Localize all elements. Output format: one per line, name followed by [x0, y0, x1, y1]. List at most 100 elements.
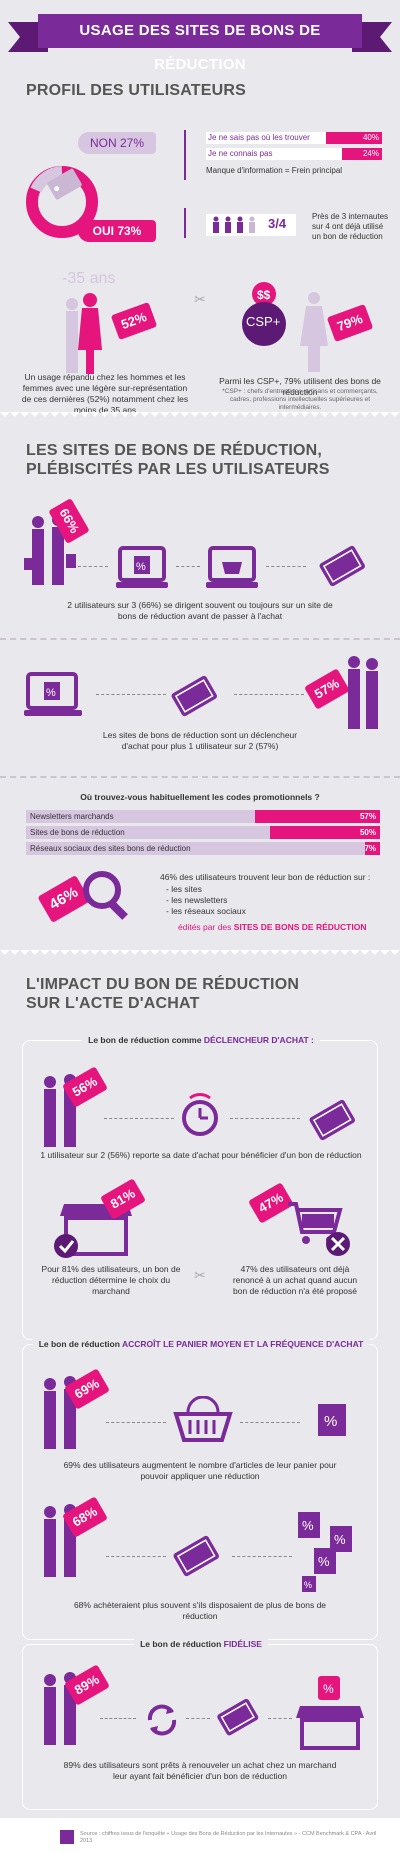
scissors-icon: ✂	[194, 1267, 206, 1283]
box-fidelise: Le bon de réduction FIDÉLISE	[22, 1639, 378, 1810]
codes-bar-fill	[254, 810, 380, 823]
box-title-b: FIDÉLISE	[223, 1639, 262, 1649]
box-title-b: DÉCLENCHEUR D'ACHAT :	[203, 1035, 314, 1045]
sites-text-66: 2 utilisateurs sur 3 (66%) se dirigent s…	[67, 600, 333, 621]
dashed-arrow	[78, 566, 108, 567]
credit-cards-icon	[319, 545, 365, 587]
dashed-arrow	[106, 1422, 166, 1423]
dashed-arrow	[268, 1718, 292, 1719]
sources-intro: 46% des utilisateurs trouvent leur bon d…	[160, 872, 371, 882]
dashed-arrow	[266, 566, 306, 567]
box-title: Le bon de réduction ACCROÎT LE PANIER MO…	[23, 1339, 379, 1349]
footer-logo	[60, 1830, 74, 1844]
reason-label: Je ne sais pas où les trouver	[208, 133, 310, 142]
reason-pct: 40%	[326, 132, 382, 144]
couple-shopping-icon	[348, 656, 378, 729]
ratio-value: 3/4	[268, 216, 287, 231]
percent-laptop-icon: %	[24, 672, 82, 716]
codes-bar-label: Sites de bons de réduction	[30, 828, 125, 837]
csp-label: CSP+	[246, 314, 281, 329]
dashed-divider	[0, 638, 400, 640]
scissors-icon: ✂	[194, 291, 206, 307]
reason-label: Je ne connais pas	[208, 149, 273, 158]
box-title: Le bon de réduction FIDÉLISE	[23, 1639, 379, 1649]
reason-pct: 24%	[342, 148, 382, 160]
tag-ring-icon	[26, 166, 98, 238]
reasons-note: Manque d'information = Frein principal	[206, 166, 343, 175]
ratio-text: Près de 3 internautes sur 4 ont déjà uti…	[312, 212, 389, 241]
bracket-line	[184, 208, 186, 238]
impact-title-line2: SUR L'ACTE D'ACHAT	[26, 995, 200, 1012]
text-69: 69% des utilisateurs augmentent le nombr…	[63, 1460, 337, 1481]
sites-title-line2: PLÉBISCITÉS PAR LES UTILISATEURS	[26, 461, 330, 478]
bracket-line	[184, 130, 186, 180]
dashed-arrow	[106, 1556, 166, 1557]
cart-cancel-icon	[288, 1202, 350, 1256]
svg-text:✂: ✂	[194, 1267, 206, 1283]
box-title-a: Le bon de réduction	[140, 1639, 222, 1649]
codes-bar-label: Newsletters marchands	[30, 812, 114, 821]
svg-text:✂: ✂	[194, 291, 206, 307]
percent-box-icon: %	[318, 1404, 346, 1436]
couple-silhouette-icon	[66, 293, 102, 374]
dashed-arrow	[100, 1718, 136, 1719]
magnifier-icon	[83, 871, 128, 920]
box-title: Le bon de réduction comme DÉCLENCHEUR D'…	[23, 1035, 379, 1045]
sites-title-line1: LES SITES DE BONS DE RÉDUCTION,	[26, 442, 323, 459]
codes-bar-pct: 7%	[364, 844, 376, 853]
stopwatch-icon	[182, 1093, 218, 1136]
codes-bar-label: Réseaux sociaux des sites bons de réduct…	[30, 844, 191, 853]
people-icon	[213, 216, 255, 233]
credit-cards-icon	[217, 1698, 259, 1736]
codes-question: Où trouvez-vous habituellement les codes…	[80, 792, 320, 802]
dashed-arrow	[186, 1718, 210, 1719]
text-47: 47% des utilisateurs ont déjà renoncé à …	[232, 1264, 358, 1296]
codes-bar-pct: 50%	[359, 828, 376, 837]
box-title-a: Le bon de réduction comme	[88, 1035, 202, 1045]
dashed-arrow	[96, 694, 166, 695]
sources-item: - les newsletters	[166, 895, 228, 905]
csp-text: Parmi les CSP+, 79% utilisent des bons d…	[219, 376, 381, 397]
edited-prefix: édités par des	[178, 922, 232, 932]
svg-text:%: %	[323, 1682, 334, 1696]
text-81: Pour 81% des utilisateurs, un bon de réd…	[41, 1264, 181, 1296]
sites-text-57: Les sites de bons de réduction sont un d…	[102, 730, 298, 751]
sources-item: - les réseaux sociaux	[166, 906, 246, 916]
svg-text:%: %	[318, 1554, 330, 1569]
basket-icon	[173, 1396, 233, 1442]
percent-laptop-icon: %	[116, 546, 168, 588]
shop-percent-icon: %	[296, 1676, 364, 1750]
svg-text:%: %	[136, 561, 146, 573]
age-label: -35 ans	[62, 270, 116, 287]
csp-head-icon: $$	[242, 282, 286, 346]
codes-bar-fill	[270, 826, 380, 839]
dashed-arrow	[230, 1118, 300, 1119]
zigzag-divider	[0, 412, 400, 422]
svg-text:%: %	[46, 687, 56, 699]
credit-cards-icon	[173, 1535, 219, 1577]
non-pill: NON 27%	[78, 132, 156, 154]
profil-title: PROFIL DES UTILISATEURS	[26, 82, 247, 99]
svg-text:%: %	[324, 1413, 337, 1430]
dashed-arrow	[104, 1118, 174, 1119]
text-68: 68% achèteraient plus souvent s'ils disp…	[73, 1600, 327, 1621]
svg-text:%: %	[334, 1532, 346, 1547]
text-56: 1 utilisateur sur 2 (56%) reporte sa dat…	[40, 1150, 362, 1160]
dashed-arrow	[240, 1422, 300, 1423]
text-89: 89% des utilisateurs sont prêts à renouv…	[63, 1760, 337, 1781]
refresh-icon	[147, 1704, 177, 1736]
svg-text:%: %	[304, 1580, 312, 1590]
footer-source: Source : chiffres issus de l'enquête « U…	[80, 1831, 377, 1844]
codes-bar-row: Newsletters marchands 57%	[26, 810, 380, 823]
reason-row-2: Je ne connais pas 24%	[206, 148, 382, 160]
codes-bar-pct: 57%	[359, 812, 376, 821]
woman-silhouette-icon	[300, 292, 328, 372]
codes-bar-row: Réseaux sociaux des sites bons de réduct…	[26, 842, 380, 855]
codes-bar-fill	[364, 842, 380, 855]
credit-cards-icon	[309, 1099, 355, 1141]
women-text: Un usage répandu chez les hommes et les …	[21, 372, 189, 415]
edited-by: édités par des SITES DE BONS DE RÉDUCTIO…	[178, 922, 367, 932]
basket-laptop-icon	[206, 546, 258, 588]
impact-title-line1: L'IMPACT DU BON DE RÉDUCTION	[26, 976, 300, 993]
dashed-arrow	[176, 566, 200, 567]
